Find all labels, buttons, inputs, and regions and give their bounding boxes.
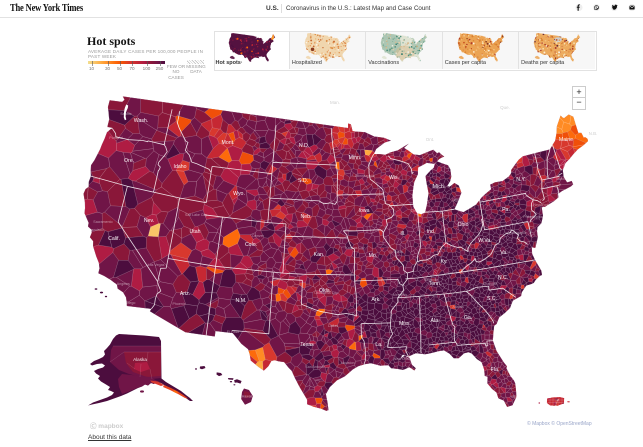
svg-text:Ariz.: Ariz. [180,291,190,297]
svg-text:Portland: Portland [109,136,122,140]
svg-text:Colo.: Colo. [245,242,257,248]
svg-text:Ill.: Ill. [400,231,405,237]
svg-text:La.: La. [375,342,382,348]
svg-text:Minneapolis: Minneapolis [355,174,374,178]
svg-text:Alaska: Alaska [133,357,147,362]
svg-text:Que.: Que. [500,105,510,110]
svg-text:S.C.: S.C. [487,296,497,302]
svg-text:Wis.: Wis. [389,175,399,181]
svg-text:Tenn.: Tenn. [429,281,442,287]
svg-text:N.C.: N.C. [498,275,508,281]
svg-text:Iowa: Iowa [359,208,370,214]
svg-text:Miami: Miami [511,395,521,399]
svg-text:San Antonio: San Antonio [305,365,324,369]
svg-text:El Paso: El Paso [227,330,239,334]
svg-text:Kan.: Kan. [314,252,325,258]
svg-text:Wyo.: Wyo. [233,191,245,197]
svg-text:Philadelphia: Philadelphia [523,215,543,219]
svg-text:Houston: Houston [341,361,354,365]
svg-text:Ark.: Ark. [371,297,380,303]
svg-text:Ont.: Ont. [426,137,435,142]
svg-text:Texas: Texas [300,342,314,348]
svg-text:New York: New York [533,203,548,207]
svg-text:Dallas: Dallas [328,324,338,328]
svg-text:Mich.: Mich. [433,184,445,190]
svg-text:Salt Lake City: Salt Lake City [185,213,207,217]
svg-text:Man.: Man. [330,100,340,105]
svg-text:Charlotte: Charlotte [483,282,498,286]
svg-text:Nev.: Nev. [144,218,154,224]
svg-text:Idaho: Idaho [174,164,187,170]
svg-text:Boston: Boston [556,177,567,181]
svg-text:Ore.: Ore. [124,158,134,164]
svg-text:Denver: Denver [252,234,264,238]
svg-text:N.D.: N.D. [299,143,309,149]
svg-text:Miss.: Miss. [399,321,411,327]
svg-text:N.Y.: N.Y. [516,177,525,183]
svg-text:New Orleans: New Orleans [394,357,415,361]
svg-text:Ky.: Ky. [440,259,447,265]
svg-text:Hawaii: Hawaii [242,395,252,399]
svg-text:Phoenix: Phoenix [173,302,186,306]
svg-text:Oklahoma City: Oklahoma City [314,291,338,295]
svg-text:Los Angeles: Los Angeles [110,282,130,286]
svg-text:Minn.: Minn. [349,155,362,161]
svg-text:Kansas City: Kansas City [345,246,364,250]
svg-text:Utah: Utah [190,229,201,235]
svg-text:N.M.: N.M. [236,298,247,304]
svg-text:Calif.: Calif. [108,236,120,242]
svg-text:San Francisco: San Francisco [81,228,104,232]
svg-text:Las Vegas: Las Vegas [148,263,165,267]
svg-text:San Diego: San Diego [119,301,136,305]
svg-text:S.D.: S.D. [298,178,308,184]
svg-text:Ohio: Ohio [458,222,469,228]
svg-text:Fla.: Fla. [491,367,500,373]
svg-text:Ga.: Ga. [464,315,472,321]
svg-text:Pa.: Pa. [502,207,510,213]
svg-text:Mont.: Mont. [222,140,235,146]
svg-text:Washington: Washington [509,231,528,235]
svg-text:Ind.: Ind. [427,229,436,235]
svg-text:Sacramento: Sacramento [93,220,112,224]
svg-text:Atlanta: Atlanta [452,305,463,309]
svg-text:St. Louis: St. Louis [389,250,403,254]
svg-text:Memphis: Memphis [393,293,408,297]
svg-text:Mo.: Mo. [369,253,378,259]
svg-text:Okla.: Okla. [319,288,331,294]
svg-text:Maine: Maine [559,137,573,143]
svg-text:Chicago: Chicago [410,209,423,213]
svg-text:Wash.: Wash. [134,118,149,124]
svg-text:N.B.: N.B. [589,131,598,136]
svg-text:W.Va.: W.Va. [478,238,491,244]
svg-text:Seattle: Seattle [120,112,131,116]
svg-text:Neb.: Neb. [301,214,312,220]
svg-text:Ala.: Ala. [431,318,440,324]
svg-text:Nashville: Nashville [424,278,439,282]
svg-text:Va.: Va. [500,250,507,256]
svg-text:Detroit: Detroit [452,198,463,202]
